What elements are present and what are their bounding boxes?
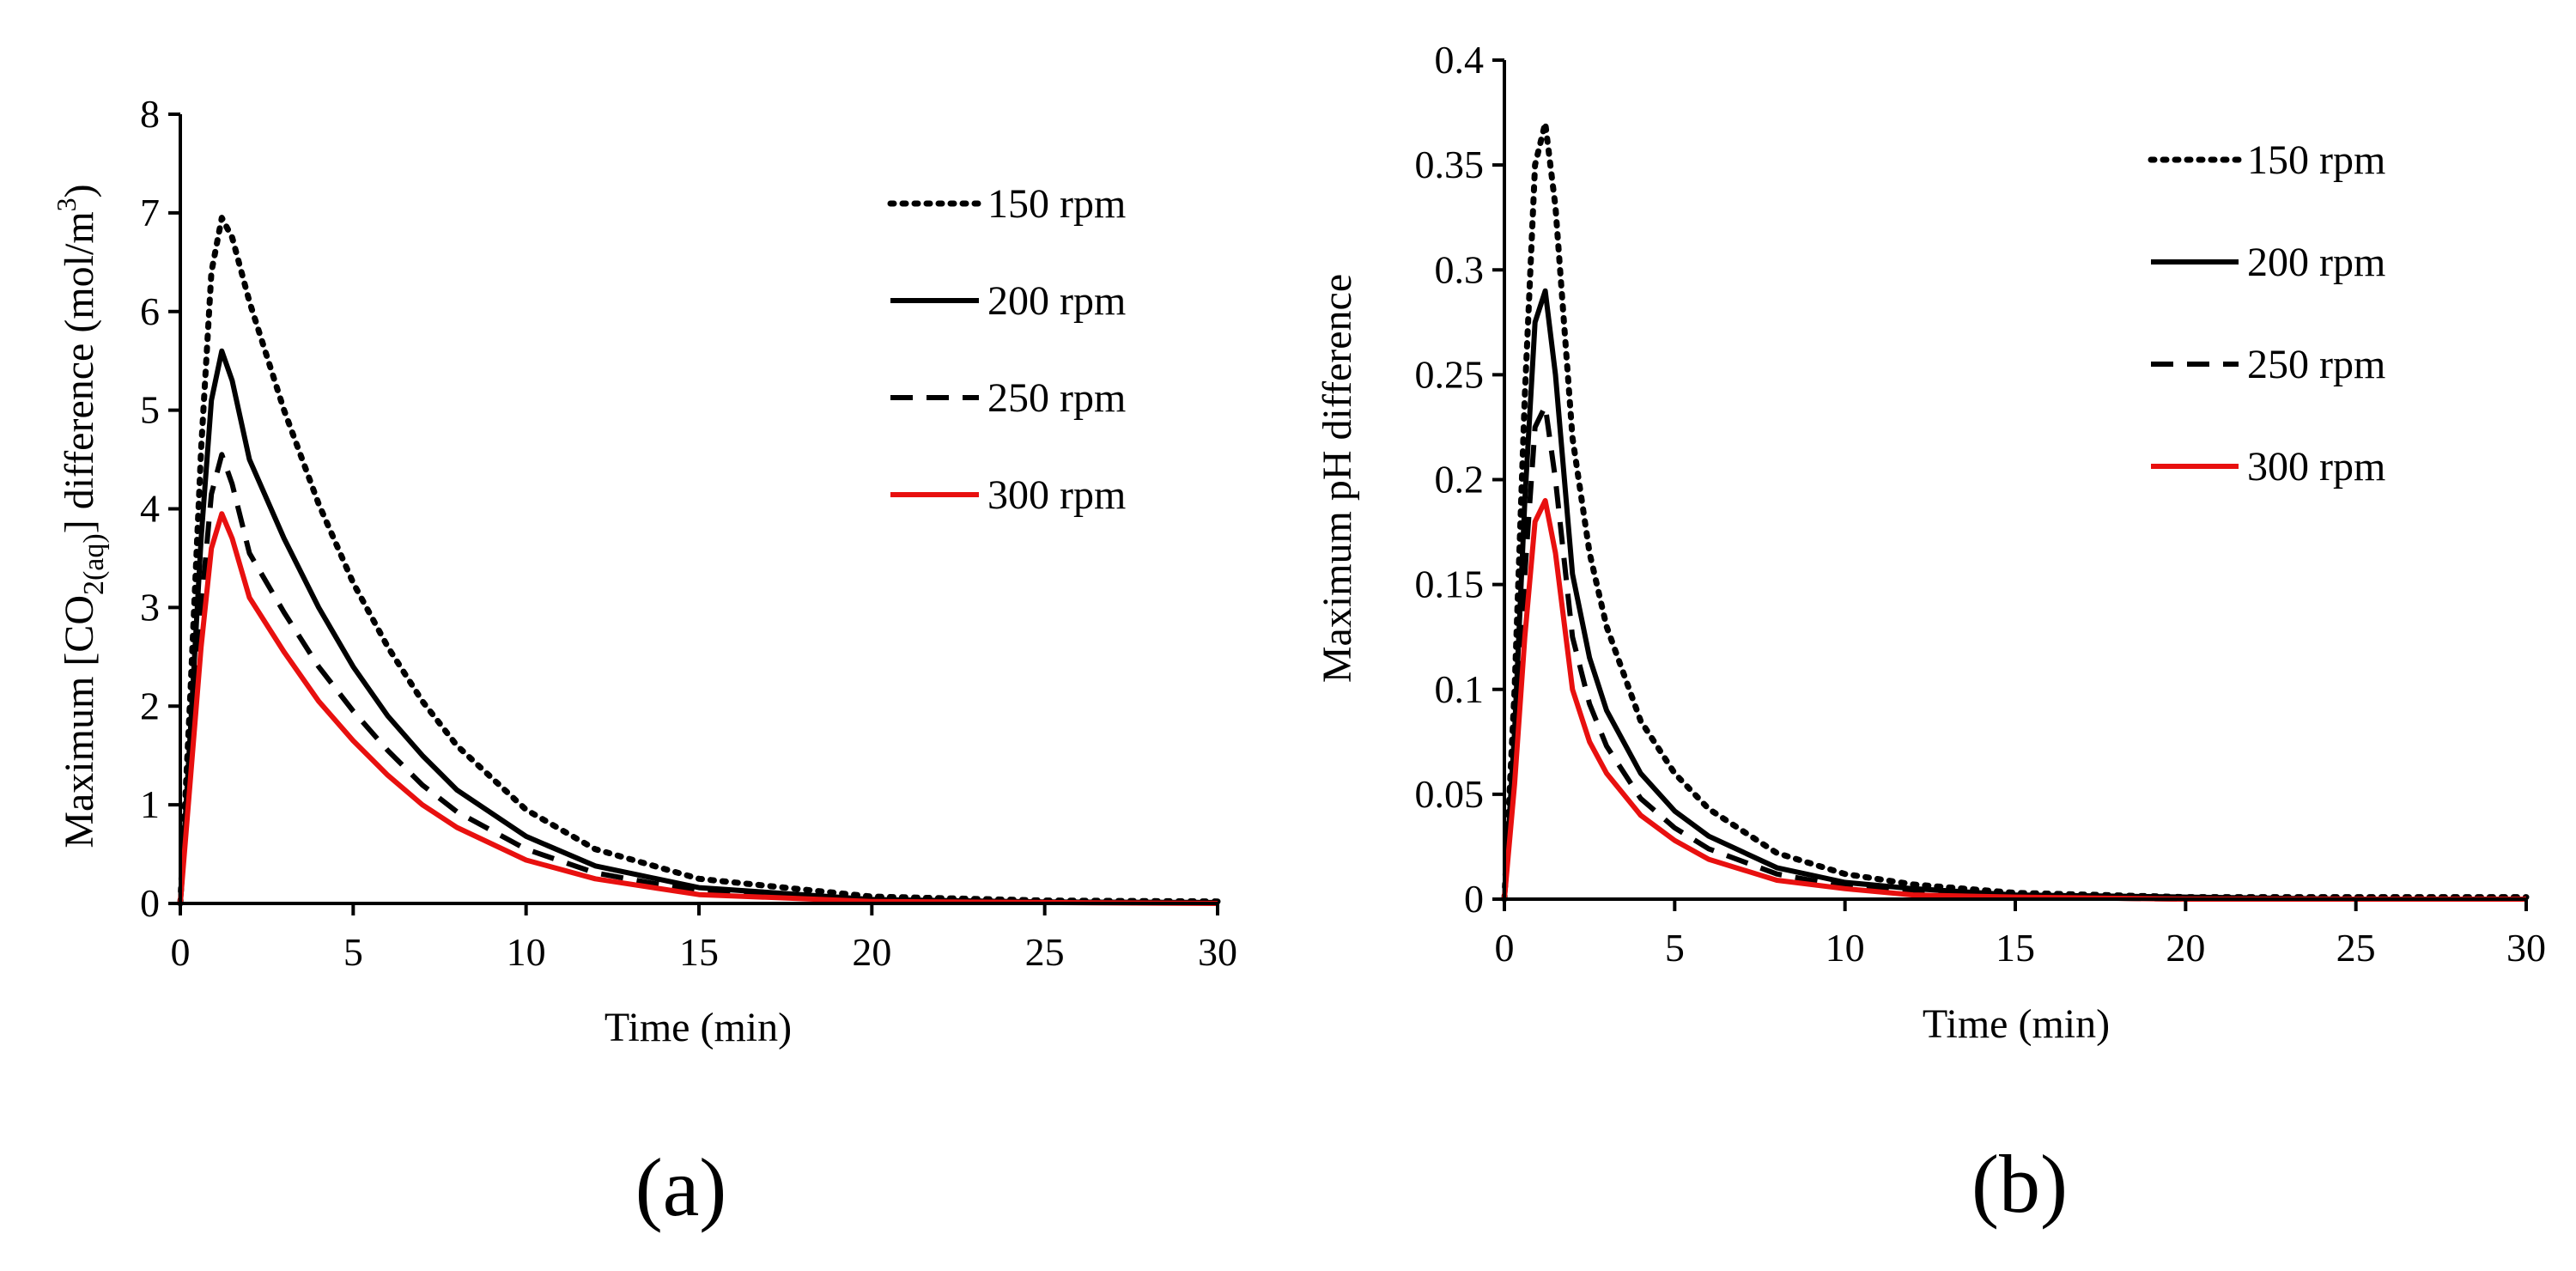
x-tick-label-a-1: 5	[343, 930, 363, 974]
series-layer-a	[177, 215, 1221, 907]
y-axis-title-a-part1: Maximum [CO	[57, 595, 102, 848]
panel-label-b: (b)	[1971, 1138, 2068, 1230]
ticks-a: 0 1 2 3 4 5 6 7 8 0 5 10 15 20 25 30	[140, 92, 1237, 974]
series-layer-b	[1501, 119, 2530, 903]
x-tick-label-b-0: 0	[1495, 926, 1515, 970]
x-tick-label-b-5: 25	[2336, 926, 2376, 970]
x-tick-label-a-5: 25	[1025, 930, 1065, 974]
y-axis-title-a-sup: 3	[51, 198, 82, 211]
legend-label-b-1: 200 rpm	[2247, 240, 2385, 285]
y-tick-label-b-4: 0.2	[1435, 458, 1485, 502]
ticks-b: 0 0.05 0.1 0.15 0.2 0.25 0.3 0.35 0.4 0 5 10 15 20 25 3…	[1415, 38, 2547, 970]
x-tick-label-a-6: 30	[1198, 930, 1237, 974]
y-tick-label-b-1: 0.05	[1415, 772, 1485, 816]
y-tick-label-a-3: 3	[140, 585, 160, 629]
y-axis-title-a-sub: 2(aq)	[78, 533, 110, 595]
y-tick-label-a-4: 4	[140, 487, 160, 531]
y-tick-label-a-8: 8	[140, 92, 160, 136]
x-tick-label-a-4: 20	[852, 930, 891, 974]
y-tick-label-b-5: 0.25	[1415, 352, 1485, 396]
x-tick-label-b-2: 10	[1826, 926, 1865, 970]
x-tick-label-a-2: 10	[507, 930, 546, 974]
y-tick-label-a-0: 0	[140, 881, 160, 925]
x-tick-label-b-1: 5	[1665, 926, 1685, 970]
y-tick-label-b-8: 0.4	[1435, 38, 1485, 82]
legend-label-a-1: 200 rpm	[987, 278, 1126, 324]
x-tick-label-a-3: 15	[679, 930, 719, 974]
y-axis-title-a: Maximum [CO2(aq)] difference (mol/m3)	[51, 184, 110, 848]
legend-label-b-2: 250 rpm	[2247, 342, 2385, 387]
y-tick-label-a-5: 5	[140, 388, 160, 432]
series-line-a-250-rpm	[178, 452, 1218, 905]
legend-label-a-2: 250 rpm	[987, 375, 1126, 421]
y-tick-label-a-1: 1	[140, 782, 160, 826]
y-axis-title-a-part3: )	[57, 184, 102, 198]
y-axis-title-b: Maximum pH difference	[1315, 274, 1360, 683]
x-tick-label-b-4: 20	[2166, 926, 2205, 970]
series-line-b-300-rpm	[1502, 497, 2526, 902]
legend-a: 150 rpm 200 rpm 250 rpm 300 rpm	[887, 181, 1126, 518]
x-tick-label-a-0: 0	[171, 930, 191, 974]
legend-b: 150 rpm 200 rpm 250 rpm 300 rpm	[2148, 137, 2385, 490]
y-tick-label-b-6: 0.3	[1435, 247, 1485, 291]
y-tick-label-b-7: 0.35	[1415, 143, 1485, 186]
y-tick-label-a-6: 6	[140, 289, 160, 333]
x-axis-title-b: Time (min)	[1923, 1001, 2110, 1047]
series-line-a-300-rpm	[178, 511, 1218, 906]
x-axis-title-a: Time (min)	[605, 1005, 792, 1050]
legend-label-b-3: 300 rpm	[2247, 444, 2385, 490]
legend-label-a-0: 150 rpm	[987, 181, 1126, 227]
legend-label-a-3: 300 rpm	[987, 472, 1126, 518]
chart-panel-a: 0 1 2 3 4 5 6 7 8 0 5 10 15 20 25 30 Time (min) Maximum…	[51, 92, 1237, 1233]
y-tick-label-a-7: 7	[140, 191, 160, 234]
y-tick-label-a-2: 2	[140, 684, 160, 727]
y-tick-label-b-3: 0.15	[1415, 563, 1485, 606]
chart-panel-b: 0 0.05 0.1 0.15 0.2 0.25 0.3 0.35 0.4 0 5 10 15 20 25 3…	[1315, 38, 2546, 1230]
panel-label-a: (a)	[635, 1141, 727, 1233]
series-line-a-200-rpm	[178, 348, 1218, 905]
legend-label-b-0: 150 rpm	[2247, 137, 2385, 183]
series-line-b-150-rpm	[1501, 119, 2530, 903]
y-axis-title-a-part2: ] difference (mol/m	[57, 211, 102, 533]
y-tick-label-b-2: 0.1	[1435, 667, 1485, 711]
x-tick-label-b-6: 30	[2506, 926, 2546, 970]
x-tick-label-b-3: 15	[1996, 926, 2035, 970]
series-line-a-150-rpm	[177, 215, 1221, 907]
y-tick-label-b-0: 0	[1464, 877, 1484, 921]
